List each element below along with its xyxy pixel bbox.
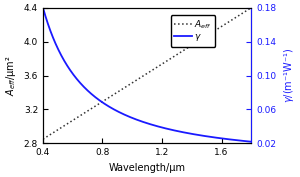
$A_{eff}$ [141,75,145,77]
$\gamma$ [244,140,248,142]
Y-axis label: $\gamma$/(m⁻¹W⁻¹): $\gamma$/(m⁻¹W⁻¹) [282,48,296,103]
Line: $A_{eff}$: $A_{eff}$ [43,8,251,139]
$\gamma$ [140,121,144,123]
Y-axis label: $A_{eff}$/μm²: $A_{eff}$/μm² [4,55,18,96]
$A_{eff}$ [250,7,253,9]
$\gamma$ [141,121,145,123]
$A_{eff}$ [212,30,215,32]
$\gamma$ [212,136,215,138]
$\gamma$ [165,128,169,130]
Legend: $A_{eff}$, $\gamma$: $A_{eff}$, $\gamma$ [170,15,215,47]
X-axis label: Wavelength/μm: Wavelength/μm [109,163,186,173]
$\gamma$ [250,141,253,143]
$A_{eff}$ [244,10,248,12]
$\gamma$ [154,125,158,127]
$\gamma$ [41,7,45,9]
Line: $\gamma$: $\gamma$ [43,8,251,142]
$A_{eff}$ [41,138,45,140]
$A_{eff}$ [165,60,169,62]
$A_{eff}$ [140,76,144,78]
$A_{eff}$ [154,67,158,69]
